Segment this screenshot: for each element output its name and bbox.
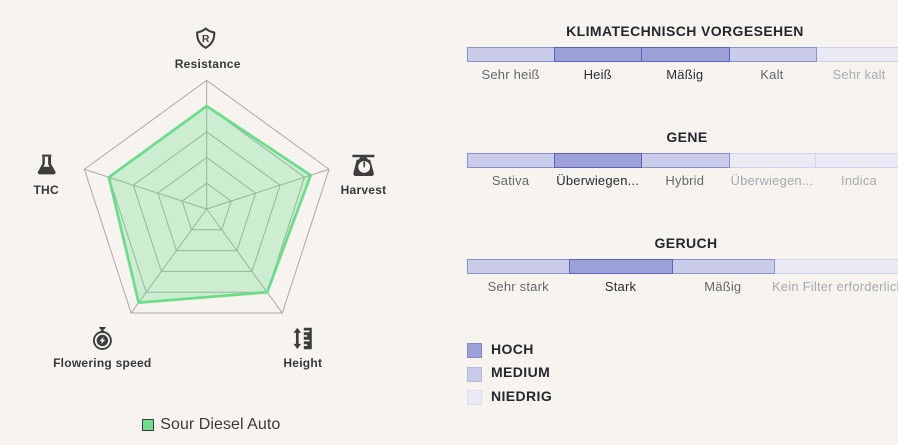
svg-text:R: R	[202, 33, 210, 45]
